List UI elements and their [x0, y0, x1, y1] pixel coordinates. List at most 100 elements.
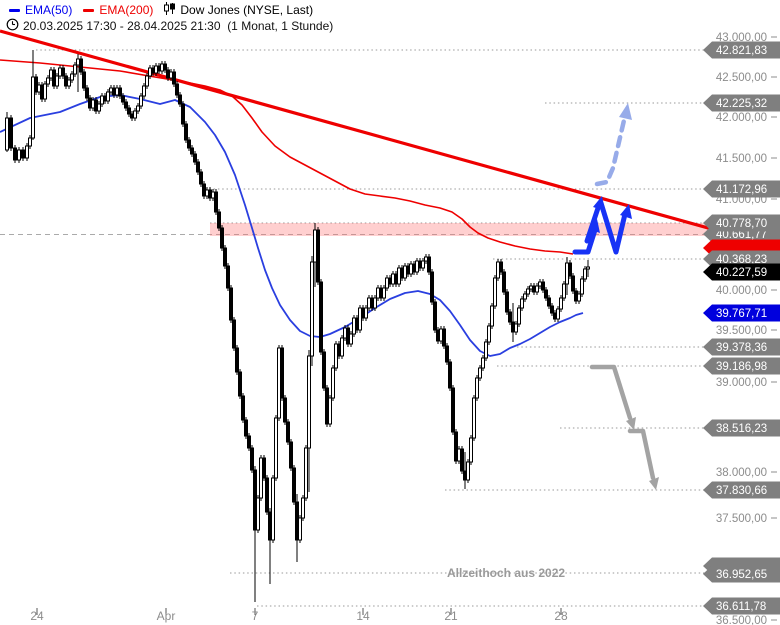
- price-badge-label: 40.227,59: [716, 267, 767, 279]
- candle-body: [250, 447, 254, 471]
- y-axis-label: 39.000,00: [716, 377, 767, 389]
- x-axis-label: 21: [444, 609, 458, 623]
- candle-body: [481, 357, 485, 369]
- candle-body: [523, 293, 527, 300]
- all-time-high-annotation: Allzeithoch aus 2022: [447, 566, 565, 580]
- candle-body: [442, 328, 446, 347]
- candle-body: [286, 421, 290, 443]
- y-axis-label: 40.000,00: [716, 285, 767, 297]
- candle-body: [196, 161, 200, 173]
- price-level-badge: [703, 214, 780, 232]
- y-axis-label: 41.500,00: [716, 153, 767, 165]
- candle-body: [310, 261, 314, 357]
- candle-body: [301, 497, 305, 519]
- candle-body: [421, 260, 425, 269]
- resistance-zone: [210, 223, 709, 236]
- candle-body: [526, 288, 530, 295]
- candle-body: [466, 461, 470, 481]
- candle-body: [580, 278, 584, 295]
- candle-body: [31, 76, 35, 139]
- candle-body: [85, 87, 89, 99]
- price-level-badge: [703, 94, 780, 112]
- downtrend-line: [0, 29, 780, 250]
- candle-body: [505, 291, 509, 313]
- candle-body: [469, 437, 473, 463]
- candle-body: [520, 298, 524, 309]
- candle-body: [214, 191, 218, 213]
- candle-body: [562, 283, 566, 299]
- x-axis-label: 28: [554, 609, 568, 623]
- candle-body: [223, 247, 227, 267]
- price-level-badge: [703, 357, 780, 375]
- candle-body: [43, 83, 47, 100]
- symbol-label[interactable]: Dow Jones (NYSE, Last): [180, 3, 314, 17]
- candle-body: [199, 171, 203, 185]
- candle-body: [178, 94, 182, 105]
- candle-body: [238, 371, 242, 397]
- candle-body: [280, 347, 284, 399]
- price-badge-label: 36.952,65: [716, 569, 767, 581]
- y-axis-label: 43.000,00: [716, 32, 767, 44]
- candle-body: [184, 123, 188, 141]
- projection-arrow-down-head: [626, 417, 636, 430]
- projection-arrow-down-head: [649, 477, 659, 490]
- candle-body: [322, 351, 326, 389]
- candle-body: [547, 297, 551, 307]
- price-level-badge: [703, 250, 780, 268]
- candle-body: [460, 448, 464, 472]
- candle-body: [583, 268, 587, 280]
- candle-body: [445, 345, 449, 363]
- candle-body: [499, 261, 503, 273]
- projection-arrow-up-dashed-head: [619, 103, 632, 120]
- candle-body: [193, 153, 197, 163]
- ema50-legend-label[interactable]: EMA(50): [25, 3, 73, 17]
- candle-body: [454, 431, 458, 462]
- candle-body: [142, 85, 146, 97]
- candle-body: [289, 441, 293, 469]
- candle-body: [172, 71, 176, 85]
- candle-body: [559, 297, 563, 310]
- candle-body: [181, 103, 185, 125]
- candle-body: [328, 397, 332, 425]
- candle-body: [358, 307, 362, 331]
- ema50-value-badge: [703, 304, 780, 322]
- candle-body: [136, 105, 140, 112]
- ema200-legend-label[interactable]: EMA(200): [99, 3, 154, 17]
- ema50-color-swatch: [9, 8, 20, 12]
- projection-arrow-up-head: [620, 204, 632, 219]
- price-badge-label: 42.821,83: [716, 45, 767, 57]
- price-badge-label: 41.172,96: [716, 184, 767, 196]
- candle-body: [298, 517, 302, 541]
- candle-body: [82, 71, 86, 89]
- candle-body: [331, 367, 335, 399]
- candle-body: [139, 95, 143, 107]
- x-axis-label: 14: [356, 609, 370, 623]
- y-axis-label: 38.000,00: [716, 467, 767, 479]
- legend-row-period: 20.03.2025 17:30 - 28.04.2025 21:30 (1 M…: [6, 18, 333, 34]
- x-axis-label: Apr: [157, 609, 176, 623]
- price-badge-label: 40.368,23: [716, 254, 767, 266]
- candle-body: [427, 256, 431, 273]
- candle-body: [271, 477, 275, 541]
- candle-body: [163, 63, 167, 71]
- ema200-color-swatch: [83, 8, 95, 12]
- candle-body: [232, 319, 236, 349]
- candle-body: [79, 58, 83, 73]
- candle-body: [217, 211, 221, 229]
- candle-body: [220, 227, 224, 249]
- candle-body: [508, 311, 512, 323]
- projection-arrow-down: [589, 364, 633, 421]
- candle-body: [283, 397, 287, 423]
- projection-arrow-up: [598, 200, 628, 255]
- candle-body: [433, 301, 437, 331]
- candle-body: [535, 285, 539, 293]
- candle-body: [262, 457, 266, 479]
- candle-body: [502, 271, 506, 293]
- candle-body: [13, 147, 17, 161]
- chart-legend: EMA(50) EMA(200) Dow Jones (NYSE, Last) 20…: [6, 2, 333, 34]
- price-level-badge: [703, 419, 780, 437]
- price-badge-label: 39.767,71: [716, 308, 767, 320]
- price-badge-label: 40.778,70: [716, 218, 767, 230]
- projection-arrow-up: [572, 227, 598, 255]
